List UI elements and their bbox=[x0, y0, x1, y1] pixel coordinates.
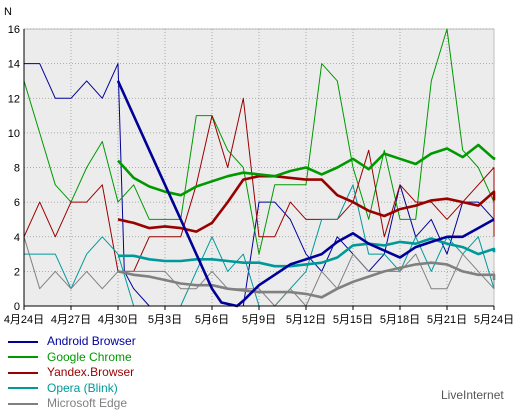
legend: Android Browser Google Chrome Yandex.Bro… bbox=[8, 334, 136, 412]
y-tick-label: 10 bbox=[8, 128, 20, 140]
x-tick-label: 5月21日 bbox=[427, 314, 467, 326]
legend-item-android-browser: Android Browser bbox=[8, 334, 136, 350]
series-average-line-opera-blink bbox=[118, 237, 496, 268]
series-average-line-yandex-browser bbox=[117, 174, 496, 233]
x-tick-label: 5月9日 bbox=[242, 314, 276, 326]
legend-label-android-browser: Android Browser bbox=[47, 334, 136, 349]
y-tick-label: 16 bbox=[8, 24, 20, 36]
legend-swatch-google-chrome bbox=[8, 356, 38, 359]
legend-label-microsoft-edge: Microsoft Edge bbox=[47, 396, 128, 411]
x-tick-label: 5月24日 bbox=[474, 314, 514, 326]
x-tick-label: 4月27日 bbox=[51, 314, 91, 326]
legend-swatch-opera-blink bbox=[8, 387, 38, 390]
legend-label-yandex-browser: Yandex.Browser bbox=[47, 365, 135, 380]
y-tick-label: 0 bbox=[14, 301, 20, 313]
brand-label: LiveInternet bbox=[441, 388, 504, 402]
x-tick-label: 4月24日 bbox=[4, 314, 44, 326]
x-tick-label: 5月18日 bbox=[380, 314, 420, 326]
series-lines bbox=[23, 28, 496, 308]
x-tick-label: 5月3日 bbox=[148, 314, 182, 326]
x-tick-labels: 4月24日 4月27日 4月30日 5月3日 5月6日 5月9日 5月12日 5月15日 5月1… bbox=[4, 314, 514, 326]
legend-swatch-yandex-browser bbox=[8, 371, 38, 374]
series-average-line-google-chrome bbox=[117, 143, 496, 197]
y-axis-label: N bbox=[4, 6, 12, 18]
legend-item-opera-blink: Opera (Blink) bbox=[8, 381, 136, 397]
legend-item-microsoft-edge: Microsoft Edge bbox=[8, 396, 136, 412]
series-average-line-android-browser bbox=[116, 80, 495, 308]
x-tick-label: 4月30日 bbox=[98, 314, 138, 326]
axes bbox=[23, 29, 494, 307]
y-tick-label: 12 bbox=[8, 93, 20, 105]
legend-swatch-android-browser bbox=[8, 340, 38, 343]
y-tick-label: 4 bbox=[14, 232, 20, 244]
x-tick-label: 5月6日 bbox=[195, 314, 229, 326]
y-tick-label: 2 bbox=[14, 266, 20, 278]
series-daily-line-android-browser bbox=[24, 63, 495, 307]
y-tick-label: 6 bbox=[14, 197, 20, 209]
series-daily-line-microsoft-edge bbox=[23, 236, 495, 307]
x-tick-label: 5月12日 bbox=[286, 314, 326, 326]
series-average-line-microsoft-edge bbox=[117, 261, 496, 299]
legend-item-google-chrome: Google Chrome bbox=[8, 350, 136, 366]
x-tick-label: 5月15日 bbox=[333, 314, 373, 326]
series-daily-line-google-chrome bbox=[23, 28, 495, 255]
legend-item-yandex-browser: Yandex.Browser bbox=[8, 365, 136, 381]
legend-swatch-microsoft-edge bbox=[8, 402, 38, 405]
legend-label-google-chrome: Google Chrome bbox=[47, 349, 132, 364]
y-tick-label: 14 bbox=[8, 59, 20, 71]
line-chart: N 0 2 4 6 8 10 12 14 16 4月24日 4月27日 4月30日 5月3日 5月6日 5… bbox=[4, 6, 514, 326]
legend-label-opera-blink: Opera (Blink) bbox=[47, 380, 118, 395]
y-tick-labels: 0 2 4 6 8 10 12 14 16 bbox=[8, 24, 20, 313]
y-tick-label: 8 bbox=[14, 163, 20, 175]
